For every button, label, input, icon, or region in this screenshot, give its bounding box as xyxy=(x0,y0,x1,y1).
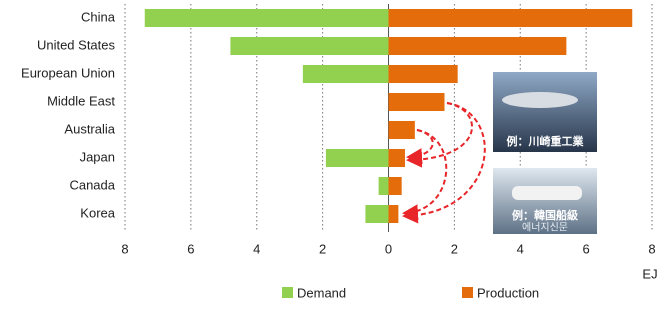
bar xyxy=(388,9,633,27)
bar xyxy=(378,177,389,195)
ship-image xyxy=(493,168,597,234)
bar xyxy=(230,37,389,55)
x-tick-label: 6 xyxy=(583,241,590,256)
bar xyxy=(388,149,405,167)
bar xyxy=(302,65,389,83)
bar xyxy=(388,93,445,111)
bar xyxy=(388,177,402,195)
bar xyxy=(365,205,389,223)
bar xyxy=(388,65,458,83)
legend-label: Production xyxy=(477,285,539,300)
category-label: United States xyxy=(37,37,116,52)
ship-shape xyxy=(512,186,582,200)
bar xyxy=(325,149,389,167)
x-tick-label: 6 xyxy=(187,241,194,256)
image-caption: 例：韓国船級 xyxy=(512,208,578,222)
bar xyxy=(388,121,415,139)
category-label: Middle East xyxy=(47,93,115,108)
bar xyxy=(144,9,389,27)
category-label: Canada xyxy=(69,177,115,192)
image-caption: 例：川崎重工業 xyxy=(507,134,585,148)
x-tick-label: 0 xyxy=(385,241,392,256)
x-tick-label: 4 xyxy=(253,241,260,256)
category-label: European Union xyxy=(21,65,115,80)
legend-label: Demand xyxy=(297,285,346,300)
category-label: Australia xyxy=(64,121,115,136)
legend-swatch xyxy=(282,287,293,298)
x-tick-label: 2 xyxy=(451,241,458,256)
x-tick-label: 2 xyxy=(319,241,326,256)
legend-swatch xyxy=(462,287,473,298)
x-tick-label: 8 xyxy=(121,241,128,256)
category-label: China xyxy=(81,9,116,24)
ship-image xyxy=(493,72,597,152)
bar xyxy=(388,205,399,223)
arrows xyxy=(402,102,486,224)
ship-shape xyxy=(502,92,578,108)
category-label: Korea xyxy=(80,205,115,220)
watermark: 에너지신문 xyxy=(522,222,568,234)
x-tick-label: 8 xyxy=(648,241,655,256)
x-tick-label: 4 xyxy=(517,241,524,256)
category-label: Japan xyxy=(80,149,115,164)
bar xyxy=(388,37,567,55)
x-axis-label: EJ xyxy=(642,266,657,281)
